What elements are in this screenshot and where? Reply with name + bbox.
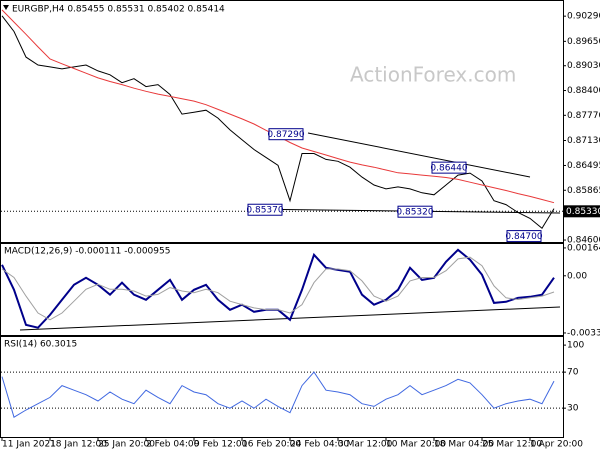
annotation-box (506, 230, 542, 243)
price-marker-box (564, 205, 600, 218)
y-tick-label: 0.86495 (567, 161, 600, 171)
rsi-panel-frame (0, 336, 564, 438)
annotation-box (431, 161, 467, 174)
annotation-label: 0.84700 (505, 232, 542, 242)
y-tick-label: 70 (567, 368, 579, 378)
trend-line (307, 132, 531, 178)
y-tick-label: 100 (567, 341, 584, 351)
y-tick-label: -0.003379 (567, 328, 600, 338)
x-tick-label: 25 Mar 12:00 (482, 440, 542, 450)
watermark: ActionForex.com (350, 63, 516, 87)
price-marker-label: 0.85330 (566, 207, 600, 217)
annotation-label: 0.87290 (267, 130, 304, 140)
panel-title: EURGBP,H4 0.85455 0.85531 0.85402 0.8541… (12, 5, 225, 15)
annotation-box (397, 205, 433, 218)
y-tick-label: 0.85865 (567, 186, 600, 196)
x-tick-label: 11 Jan 2021 (2, 440, 56, 450)
annotation-label: 0.85370 (246, 206, 283, 216)
y-tick-label: 0.00 (567, 271, 587, 281)
panel-title: RSI(14) 60.3015 (4, 340, 77, 350)
x-tick-label: 1 Apr 20:00 (530, 440, 583, 450)
x-tick-label: 18 Mar 04:00 (434, 440, 494, 450)
x-tick-label: 9 Feb 12:00 (194, 440, 248, 450)
collapse-icon (3, 5, 9, 10)
macd-panel-frame (0, 243, 564, 336)
annotation-label: 0.85320 (396, 208, 433, 218)
x-tick-label: 18 Jan 12:00 (50, 440, 107, 450)
y-tick-label: 0.84600 (567, 236, 600, 246)
x-tick-label: 3 Mar 12:00 (338, 440, 393, 450)
main-panel-frame (0, 0, 564, 243)
x-tick-label: 24 Feb 04:00 (290, 440, 349, 450)
y-tick-label: 0.001648 (567, 243, 600, 253)
annotation-box (247, 203, 283, 216)
y-tick-label: 30 (567, 404, 579, 414)
series-line (1, 256, 555, 321)
x-tick-label: 25 Jan 20:00 (98, 440, 155, 450)
series-line (1, 371, 555, 418)
annotation-box (268, 128, 304, 141)
annotation-label: 0.86440 (430, 164, 467, 174)
x-tick-label: 10 Mar 20:00 (386, 440, 446, 450)
panel-title: MACD(12,26,9) -0.000111 -0.000955 (4, 247, 170, 257)
x-tick-label: 16 Feb 20:00 (242, 440, 301, 450)
series-line (1, 15, 555, 229)
x-tick-label: 2 Feb 04:00 (146, 440, 200, 450)
